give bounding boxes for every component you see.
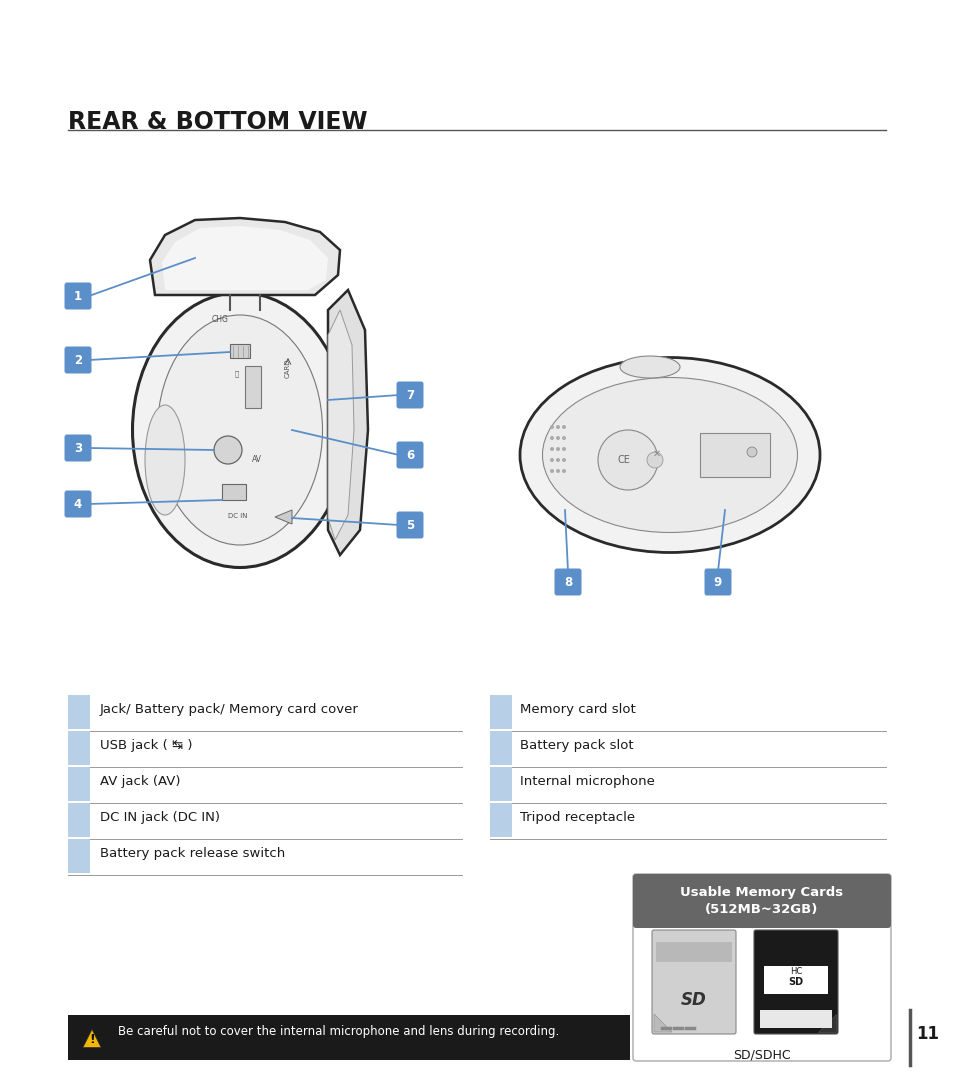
Text: ✕: ✕ xyxy=(652,449,660,459)
Text: 8: 8 xyxy=(563,575,572,588)
Text: Battery pack slot: Battery pack slot xyxy=(519,739,633,752)
Polygon shape xyxy=(83,1030,101,1047)
FancyBboxPatch shape xyxy=(651,930,735,1034)
Text: Jack/ Battery pack/ Memory card cover: Jack/ Battery pack/ Memory card cover xyxy=(100,703,358,716)
Bar xyxy=(490,731,512,765)
Bar xyxy=(490,767,512,801)
Bar xyxy=(490,695,512,729)
FancyBboxPatch shape xyxy=(65,491,91,517)
Circle shape xyxy=(561,436,565,440)
Text: Battery pack release switch: Battery pack release switch xyxy=(100,847,285,860)
Bar xyxy=(245,365,261,408)
Text: CE: CE xyxy=(618,455,630,465)
Text: 3: 3 xyxy=(74,442,82,455)
Text: Internal microphone: Internal microphone xyxy=(519,775,654,788)
FancyBboxPatch shape xyxy=(633,874,890,1062)
Bar xyxy=(763,966,827,994)
Text: USB jack ( ↹ ): USB jack ( ↹ ) xyxy=(100,739,193,752)
Text: 9: 9 xyxy=(713,575,721,588)
Bar xyxy=(656,942,731,962)
Ellipse shape xyxy=(542,377,797,532)
Text: 11: 11 xyxy=(916,1026,939,1043)
FancyBboxPatch shape xyxy=(396,382,423,408)
Circle shape xyxy=(746,447,757,457)
Circle shape xyxy=(550,425,554,429)
Bar xyxy=(68,731,90,765)
Circle shape xyxy=(561,425,565,429)
Text: AV: AV xyxy=(252,455,262,464)
Bar xyxy=(68,767,90,801)
Circle shape xyxy=(561,447,565,451)
Circle shape xyxy=(556,447,559,451)
Text: 6: 6 xyxy=(405,448,414,461)
Circle shape xyxy=(556,425,559,429)
Circle shape xyxy=(556,469,559,473)
Bar xyxy=(68,1015,629,1060)
Circle shape xyxy=(550,458,554,461)
Circle shape xyxy=(646,452,662,468)
Text: CARD: CARD xyxy=(285,359,291,377)
FancyBboxPatch shape xyxy=(703,568,731,596)
Text: Be careful not to cover the internal microphone and lens during recording.: Be careful not to cover the internal mic… xyxy=(118,1026,558,1038)
Text: DC IN: DC IN xyxy=(228,513,247,519)
Text: SD: SD xyxy=(680,991,706,1009)
Circle shape xyxy=(556,436,559,440)
Text: SD/SDHC: SD/SDHC xyxy=(733,1048,790,1062)
Circle shape xyxy=(213,436,242,464)
Text: !: ! xyxy=(89,1033,94,1046)
Circle shape xyxy=(556,458,559,461)
Ellipse shape xyxy=(519,358,820,552)
Polygon shape xyxy=(274,509,292,524)
FancyBboxPatch shape xyxy=(65,283,91,310)
Text: REAR & BOTTOM VIEW: REAR & BOTTOM VIEW xyxy=(68,110,367,134)
Text: CHG: CHG xyxy=(212,315,229,324)
Polygon shape xyxy=(654,1014,671,1032)
Polygon shape xyxy=(328,310,354,540)
Text: 5: 5 xyxy=(405,518,414,531)
Circle shape xyxy=(561,469,565,473)
Bar xyxy=(700,433,769,477)
Polygon shape xyxy=(162,226,328,290)
Circle shape xyxy=(550,447,554,451)
Circle shape xyxy=(598,430,658,490)
Bar xyxy=(230,344,250,358)
Text: HC: HC xyxy=(789,968,801,976)
Text: Memory card slot: Memory card slot xyxy=(519,703,635,716)
Text: 4: 4 xyxy=(73,497,82,511)
FancyBboxPatch shape xyxy=(554,568,581,596)
Polygon shape xyxy=(150,218,339,295)
FancyBboxPatch shape xyxy=(396,512,423,539)
Bar xyxy=(68,695,90,729)
Bar xyxy=(760,1010,831,1028)
Circle shape xyxy=(550,469,554,473)
FancyBboxPatch shape xyxy=(633,874,890,928)
Polygon shape xyxy=(328,290,368,555)
FancyBboxPatch shape xyxy=(65,347,91,373)
Text: 2: 2 xyxy=(74,353,82,367)
FancyBboxPatch shape xyxy=(65,434,91,461)
Text: 7: 7 xyxy=(406,388,414,401)
Ellipse shape xyxy=(157,315,322,546)
Text: DC IN jack (DC IN): DC IN jack (DC IN) xyxy=(100,811,220,824)
Text: SD: SD xyxy=(787,978,802,987)
FancyBboxPatch shape xyxy=(753,930,837,1034)
Bar xyxy=(490,803,512,837)
Ellipse shape xyxy=(132,292,347,567)
Ellipse shape xyxy=(619,356,679,377)
Text: ⭡: ⭡ xyxy=(234,370,239,376)
Text: AV jack (AV): AV jack (AV) xyxy=(100,775,180,788)
Bar xyxy=(68,803,90,837)
Text: 1: 1 xyxy=(74,289,82,302)
Bar xyxy=(68,839,90,873)
Text: Tripod receptacle: Tripod receptacle xyxy=(519,811,635,824)
Bar xyxy=(222,484,246,500)
Text: Usable Memory Cards
(512MB~32GB): Usable Memory Cards (512MB~32GB) xyxy=(679,886,842,915)
FancyBboxPatch shape xyxy=(396,442,423,468)
Polygon shape xyxy=(817,1014,835,1032)
Circle shape xyxy=(561,458,565,461)
Circle shape xyxy=(550,436,554,440)
Ellipse shape xyxy=(145,405,185,515)
